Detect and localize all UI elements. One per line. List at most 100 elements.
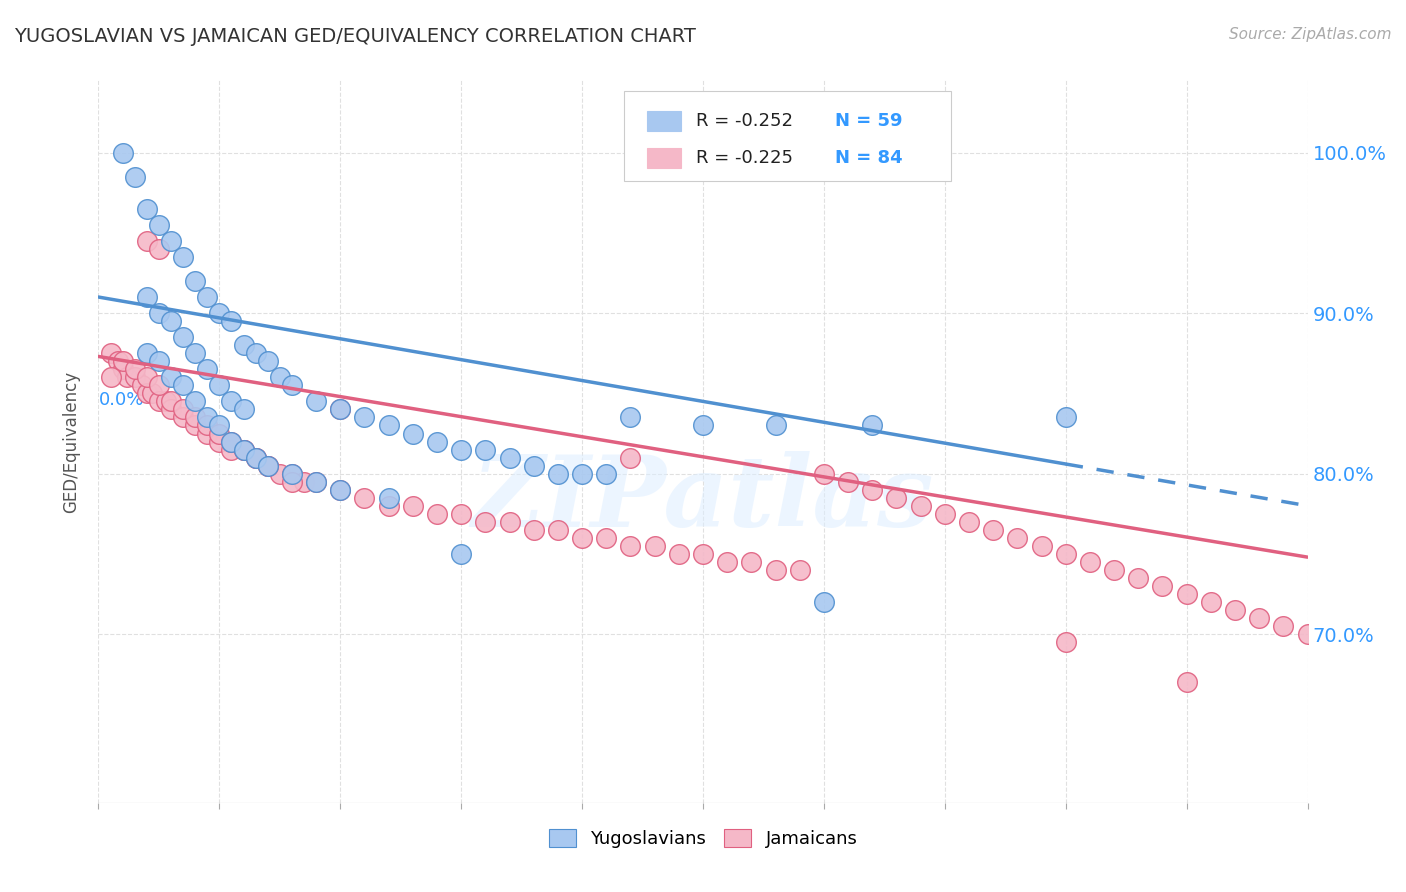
- Point: [450, 442, 472, 457]
- Point: [1152, 579, 1174, 593]
- Point: [281, 475, 304, 489]
- Point: [692, 418, 714, 433]
- Point: [595, 467, 617, 481]
- Point: [135, 234, 157, 248]
- Point: [860, 483, 883, 497]
- Point: [195, 410, 218, 425]
- Point: [111, 354, 134, 368]
- Point: [155, 394, 177, 409]
- Point: [353, 410, 375, 425]
- Point: [813, 467, 835, 481]
- Point: [1031, 539, 1053, 553]
- Point: [450, 547, 472, 561]
- Point: [131, 378, 153, 392]
- Point: [498, 515, 520, 529]
- Point: [402, 426, 425, 441]
- Point: [765, 418, 787, 433]
- Point: [474, 515, 496, 529]
- Point: [124, 362, 146, 376]
- Point: [148, 242, 170, 256]
- Point: [100, 370, 122, 384]
- Point: [172, 330, 194, 344]
- Point: [100, 346, 122, 360]
- Point: [1102, 563, 1125, 577]
- Point: [195, 362, 218, 376]
- Point: [172, 378, 194, 392]
- Point: [1175, 675, 1198, 690]
- Point: [195, 290, 218, 304]
- Point: [981, 523, 1004, 537]
- Point: [474, 442, 496, 457]
- Text: N = 84: N = 84: [835, 149, 903, 167]
- Point: [377, 418, 399, 433]
- Point: [619, 450, 641, 465]
- Text: R = -0.252: R = -0.252: [696, 112, 793, 130]
- Point: [281, 467, 304, 481]
- Point: [221, 434, 243, 449]
- Point: [135, 290, 157, 304]
- Point: [692, 547, 714, 561]
- Point: [305, 475, 328, 489]
- Bar: [647, 148, 682, 168]
- Point: [160, 314, 183, 328]
- Point: [813, 595, 835, 609]
- Y-axis label: GED/Equivalency: GED/Equivalency: [62, 370, 80, 513]
- Point: [256, 458, 278, 473]
- Point: [377, 491, 399, 505]
- Point: [256, 458, 278, 473]
- Point: [124, 169, 146, 184]
- Point: [245, 450, 267, 465]
- Point: [886, 491, 908, 505]
- Point: [1054, 635, 1077, 649]
- Legend: Yugoslavians, Jamaicans: Yugoslavians, Jamaicans: [541, 822, 865, 855]
- Point: [837, 475, 859, 489]
- Point: [668, 547, 690, 561]
- Point: [221, 394, 243, 409]
- Point: [208, 426, 231, 441]
- Point: [426, 434, 449, 449]
- Point: [353, 491, 375, 505]
- Point: [256, 458, 278, 473]
- Point: [184, 418, 207, 433]
- Point: [148, 354, 170, 368]
- Point: [765, 563, 787, 577]
- Point: [135, 370, 157, 384]
- Point: [571, 531, 593, 545]
- Point: [523, 523, 546, 537]
- Point: [208, 306, 231, 320]
- Point: [195, 418, 218, 433]
- Point: [124, 370, 146, 384]
- FancyBboxPatch shape: [624, 91, 950, 181]
- Point: [117, 370, 139, 384]
- Point: [716, 555, 738, 569]
- Point: [547, 467, 569, 481]
- Point: [221, 442, 243, 457]
- Text: Source: ZipAtlas.com: Source: ZipAtlas.com: [1229, 27, 1392, 42]
- Text: R = -0.225: R = -0.225: [696, 149, 793, 167]
- Point: [208, 434, 231, 449]
- Point: [571, 467, 593, 481]
- Point: [135, 386, 157, 401]
- Point: [269, 370, 291, 384]
- Point: [619, 539, 641, 553]
- Point: [498, 450, 520, 465]
- Point: [184, 346, 207, 360]
- Point: [245, 346, 267, 360]
- Point: [160, 234, 183, 248]
- Point: [789, 563, 811, 577]
- Point: [208, 418, 231, 433]
- Point: [860, 418, 883, 433]
- Point: [232, 338, 254, 352]
- Point: [329, 402, 352, 417]
- Text: YUGOSLAVIAN VS JAMAICAN GED/EQUIVALENCY CORRELATION CHART: YUGOSLAVIAN VS JAMAICAN GED/EQUIVALENCY …: [14, 27, 696, 45]
- Point: [111, 145, 134, 160]
- Text: ZIPatlas: ZIPatlas: [472, 451, 934, 548]
- Point: [1272, 619, 1295, 633]
- Point: [184, 274, 207, 288]
- Point: [141, 386, 163, 401]
- Point: [934, 507, 956, 521]
- Point: [305, 475, 328, 489]
- Point: [269, 467, 291, 481]
- Point: [281, 467, 304, 481]
- Point: [1128, 571, 1150, 585]
